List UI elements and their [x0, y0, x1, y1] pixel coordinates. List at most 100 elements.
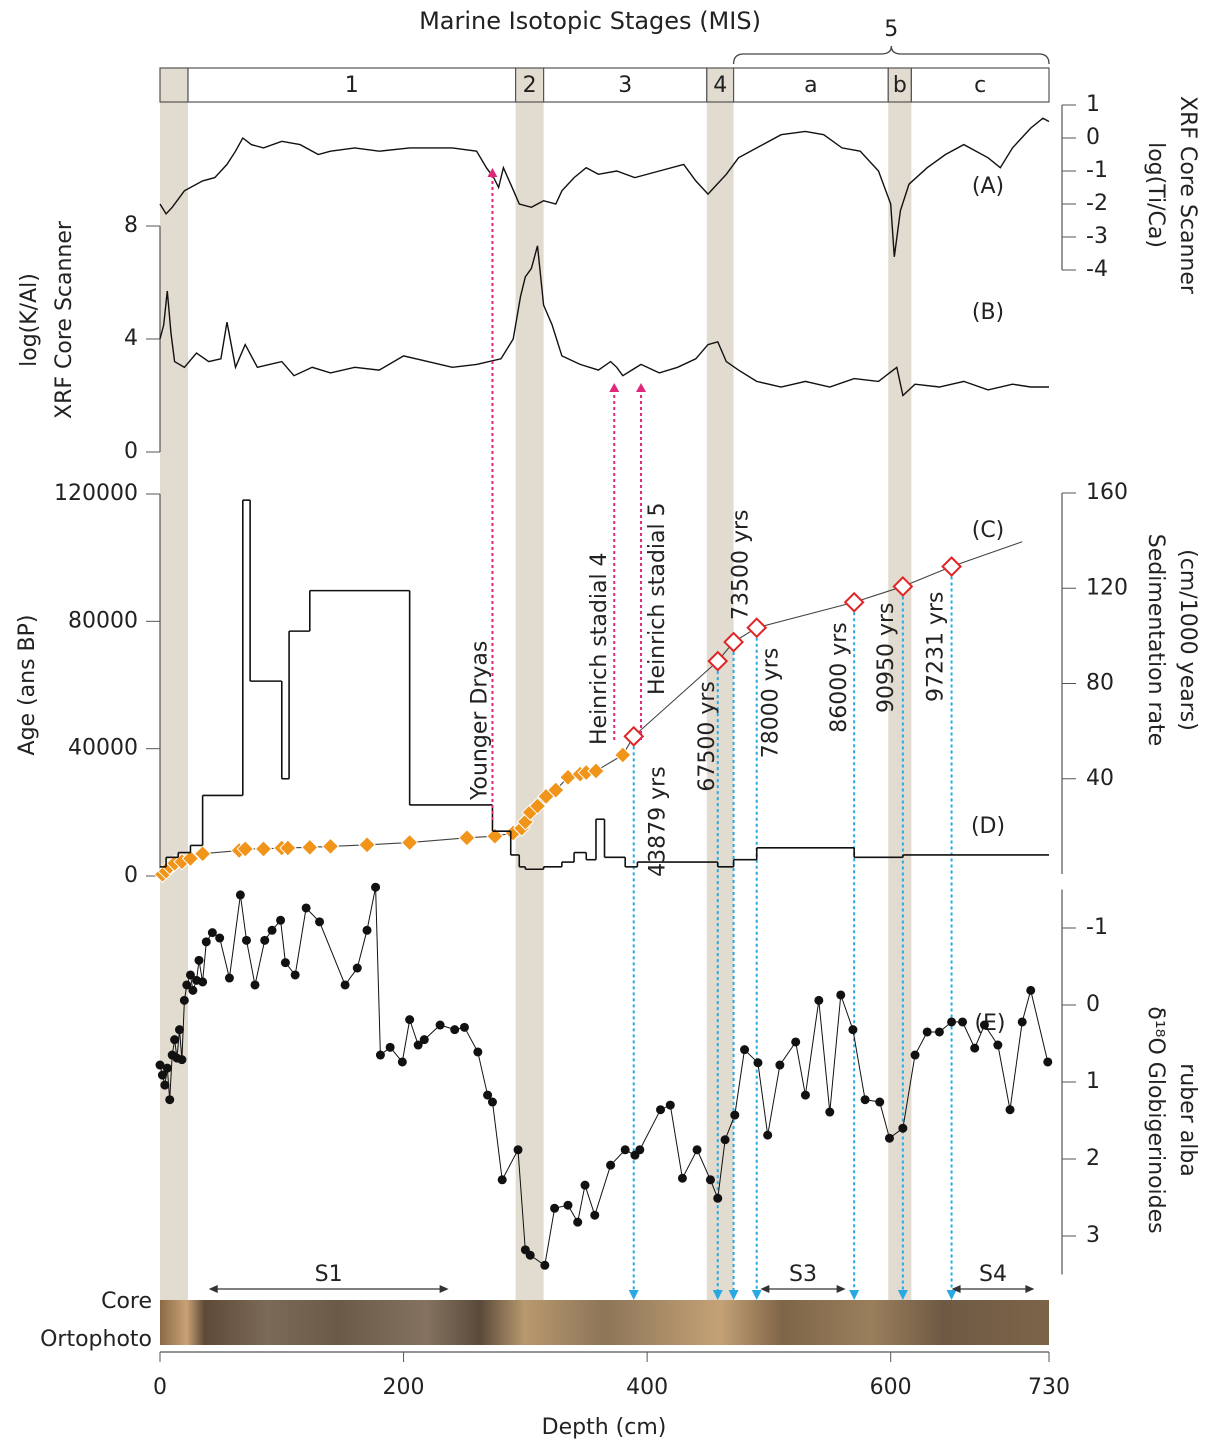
y-axis-title: XRF Core Scanner	[52, 220, 77, 419]
stage-shade	[888, 102, 912, 1300]
data-point	[705, 1175, 715, 1185]
y-axis-title: XRF Core Scanner	[1175, 96, 1200, 295]
event-label: Younger Dryas	[467, 641, 492, 801]
data-point	[224, 973, 234, 983]
data-point	[550, 1203, 560, 1213]
age-arrowhead	[628, 1290, 639, 1300]
data-point	[375, 1050, 385, 1060]
panel-label: (D)	[971, 814, 1005, 839]
data-point	[188, 985, 198, 995]
age-point	[623, 725, 645, 747]
data-point	[620, 1145, 630, 1155]
age-point	[941, 556, 962, 577]
data-point	[155, 1060, 165, 1070]
data-point	[540, 1260, 550, 1270]
age-arrowhead	[946, 1290, 957, 1300]
y-axis-title: Age (ans BP)	[15, 615, 40, 756]
data-point	[922, 1027, 932, 1037]
data-line	[159, 117, 1050, 257]
data-point	[763, 1130, 773, 1140]
y-tick-label: 40000	[68, 736, 138, 761]
data-point	[276, 915, 286, 925]
data-point	[713, 1193, 723, 1203]
age-point	[723, 631, 745, 653]
data-point	[513, 1145, 523, 1155]
age-label: 97231 yrs	[924, 591, 949, 702]
stage-shade	[515, 102, 544, 1300]
age-point	[254, 840, 273, 858]
y-tick-label: 80	[1086, 671, 1114, 696]
stage-group-label: 5	[884, 17, 898, 42]
y-tick-label: 0	[124, 863, 138, 888]
y-tick-label: 0	[124, 439, 138, 464]
age-label: 67500 yrs	[695, 681, 720, 792]
data-point	[301, 903, 311, 913]
stage-label: 1	[345, 73, 359, 98]
y-tick-label: -1	[1086, 915, 1108, 940]
data-point	[260, 935, 270, 945]
stage-box	[706, 67, 735, 103]
data-point	[848, 1025, 858, 1035]
data-point	[352, 963, 362, 973]
age-point	[358, 836, 376, 854]
x-tick-label: 0	[153, 1375, 167, 1400]
y-axis-title: ruber alba	[1175, 1063, 1200, 1177]
data-point	[215, 933, 225, 943]
data-point	[497, 1175, 507, 1185]
data-point	[979, 1020, 989, 1030]
data-point	[656, 1105, 666, 1115]
data-point	[340, 980, 350, 990]
panel-label: (C)	[972, 518, 1005, 543]
data-point	[775, 1060, 785, 1070]
data-point	[525, 1250, 535, 1260]
data-point	[157, 1070, 167, 1080]
age-point	[400, 833, 419, 852]
age-model-segment	[633, 660, 719, 737]
data-point	[1043, 1057, 1053, 1067]
age-arrowhead	[849, 1290, 860, 1300]
age-point	[181, 849, 200, 868]
panel-label: (E)	[974, 1011, 1005, 1036]
event-arrowhead	[609, 383, 620, 392]
data-point	[397, 1057, 407, 1067]
y-tick-label: 1	[1086, 1069, 1100, 1094]
age-label: 90950 yrs	[874, 602, 899, 713]
y-axis-title: log(Ti/Ca)	[1143, 142, 1168, 248]
data-point	[958, 1017, 968, 1027]
y-tick-label: 1	[1086, 92, 1100, 117]
data-point	[720, 1135, 730, 1145]
y-tick-label: 4	[124, 326, 138, 351]
event-label: Heinrich stadial 4	[587, 552, 612, 745]
age-point	[193, 845, 212, 863]
stage-box	[514, 67, 545, 103]
y-tick-label: -2	[1086, 191, 1108, 216]
y-tick-label: 0	[1086, 992, 1100, 1017]
section-arrowheads	[760, 1285, 846, 1293]
data-point	[665, 1100, 675, 1110]
data-point	[459, 1022, 469, 1032]
x-tick-label: 200	[383, 1375, 425, 1400]
data-point	[898, 1123, 908, 1133]
stage-box	[543, 67, 708, 103]
y-tick-label: 80000	[68, 608, 138, 633]
age-point	[614, 746, 632, 764]
age-point	[236, 840, 254, 858]
age-point	[892, 576, 914, 597]
data-point	[198, 977, 208, 987]
data-point	[487, 1097, 497, 1107]
y-tick-label: 40	[1086, 766, 1114, 791]
y-tick-label: 120000	[54, 481, 138, 506]
age-label: 43879 yrs	[646, 766, 671, 877]
data-point	[753, 1058, 763, 1068]
y-tick-label: 120	[1086, 575, 1128, 600]
age-point	[843, 591, 865, 613]
data-point	[730, 1110, 740, 1120]
data-point	[280, 958, 290, 968]
stage-label: 3	[618, 73, 632, 98]
data-point	[483, 1090, 493, 1100]
data-point	[435, 1020, 445, 1030]
data-point	[290, 970, 300, 980]
data-point	[860, 1095, 870, 1105]
x-tick-label: 730	[1028, 1375, 1070, 1400]
data-point	[413, 1040, 423, 1050]
